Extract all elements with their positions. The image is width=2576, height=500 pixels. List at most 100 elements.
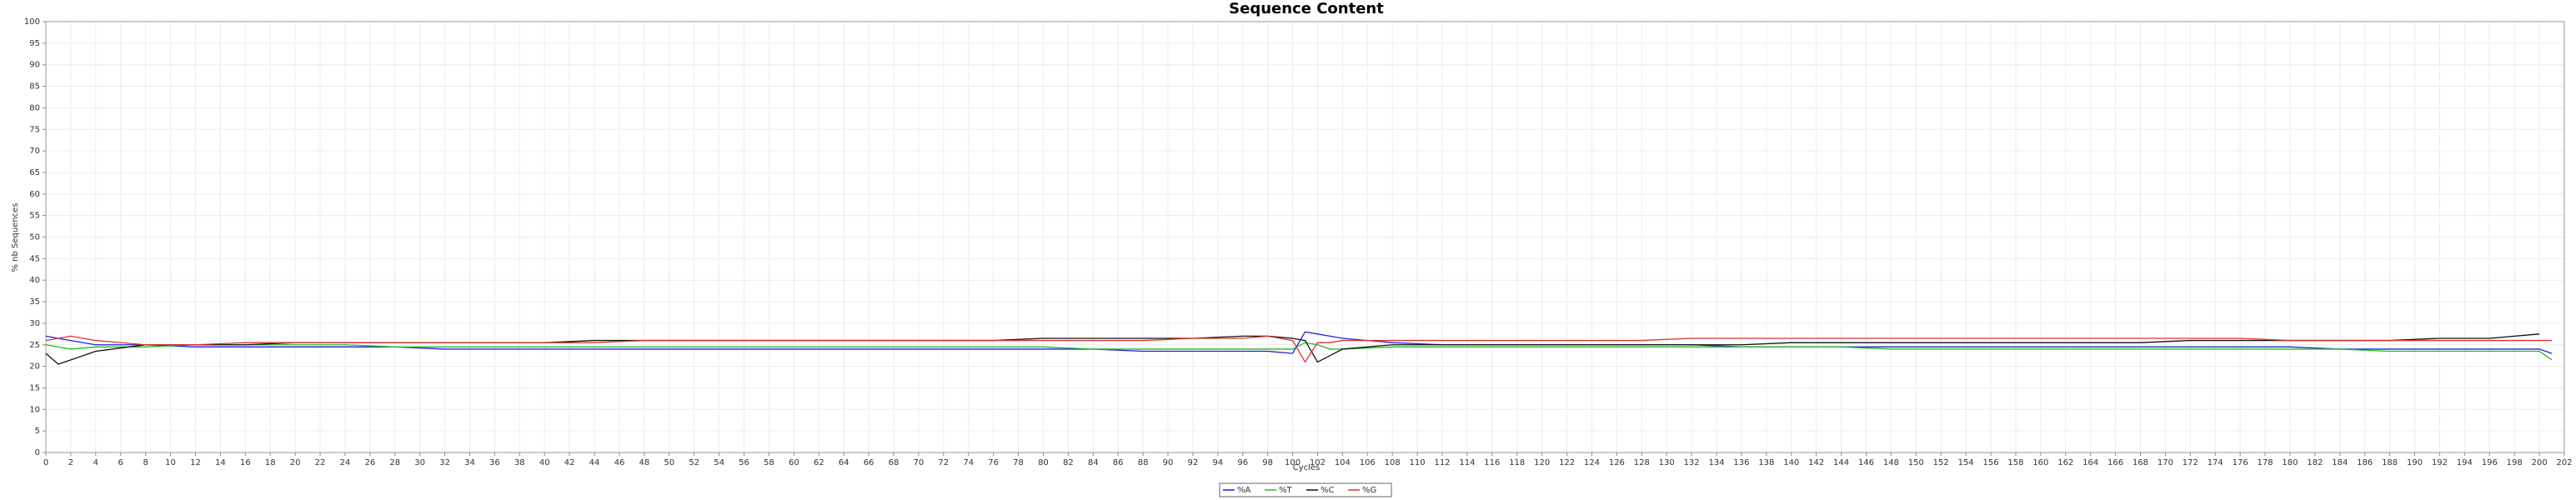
y-tick-label: 95: [29, 39, 40, 48]
x-tick-label: 142: [1808, 458, 1824, 468]
x-tick-label: 76: [988, 458, 999, 468]
x-tick-label: 92: [1188, 458, 1199, 468]
x-tick-label: 144: [1833, 458, 1849, 468]
x-tick-label: 180: [2282, 458, 2298, 468]
x-tick-label: 86: [1113, 458, 1124, 468]
x-tick-label: 58: [764, 458, 774, 468]
y-tick-label: 90: [29, 61, 40, 70]
x-tick-label: 132: [1684, 458, 1700, 468]
x-tick-label: 182: [2307, 458, 2323, 468]
x-tick-label: 6: [118, 458, 123, 468]
x-tick-label: 48: [639, 458, 649, 468]
x-tick-label: 70: [914, 458, 925, 468]
x-tick-label: 52: [689, 458, 699, 468]
x-tick-label: 84: [1088, 458, 1099, 468]
x-tick-label: 32: [439, 458, 450, 468]
x-tick-label: 30: [414, 458, 425, 468]
x-tick-label: 124: [1584, 458, 1600, 468]
x-tick-label: 150: [1908, 458, 1924, 468]
x-tick-label: 138: [1758, 458, 1774, 468]
y-tick-label: 40: [29, 276, 40, 285]
x-tick-label: 2: [68, 458, 73, 468]
y-tick-label: 80: [29, 103, 40, 112]
y-tick-label: 70: [29, 147, 40, 156]
x-tick-label: 190: [2407, 458, 2423, 468]
y-tick-label: 25: [29, 341, 40, 350]
chart-title: Sequence Content: [1229, 0, 1384, 18]
x-tick-label: 146: [1858, 458, 1874, 468]
x-tick-label: 24: [340, 458, 351, 468]
x-tick-label: 68: [889, 458, 900, 468]
y-tick-label: 45: [29, 254, 40, 263]
x-tick-label: 22: [315, 458, 326, 468]
x-tick-label: 56: [739, 458, 749, 468]
x-tick-label: 4: [93, 458, 98, 468]
y-tick-label: 10: [29, 405, 40, 414]
x-tick-label: 198: [2507, 458, 2523, 468]
series-line: [45, 331, 2553, 354]
legend-label: %C: [1321, 486, 1335, 495]
y-tick-label: 65: [29, 168, 40, 178]
x-tick-label: 62: [814, 458, 824, 468]
x-tick-label: 8: [143, 458, 148, 468]
x-tick-label: 130: [1659, 458, 1675, 468]
x-tick-label: 118: [1509, 458, 1525, 468]
x-tick-label: 28: [389, 458, 400, 468]
x-tick-label: 184: [2332, 458, 2348, 468]
x-axis-label: Cycles: [1293, 463, 1321, 472]
x-tick-label: 38: [514, 458, 525, 468]
x-tick-label: 164: [2082, 458, 2098, 468]
x-tick-label: 14: [215, 458, 226, 468]
legend-label: %A: [1237, 486, 1251, 495]
series-line: [45, 335, 2553, 363]
x-tick-label: 174: [2208, 458, 2223, 468]
x-tick-label: 18: [265, 458, 276, 468]
x-tick-label: 168: [2132, 458, 2148, 468]
y-tick-label: 5: [35, 427, 40, 436]
x-tick-label: 46: [614, 458, 625, 468]
x-tick-label: 140: [1783, 458, 1799, 468]
x-tick-label: 194: [2457, 458, 2473, 468]
x-tick-label: 88: [1138, 458, 1149, 468]
x-tick-label: 34: [464, 458, 475, 468]
x-tick-label: 66: [864, 458, 875, 468]
x-tick-label: 106: [1360, 458, 1376, 468]
x-tick-label: 166: [2107, 458, 2123, 468]
x-tick-label: 116: [1484, 458, 1500, 468]
x-tick-label: 200: [2532, 458, 2548, 468]
x-tick-label: 20: [290, 458, 301, 468]
x-tick-label: 114: [1459, 458, 1475, 468]
y-tick-label: 100: [24, 18, 40, 27]
x-tick-label: 156: [1983, 458, 1999, 468]
x-tick-label: 104: [1335, 458, 1351, 468]
x-tick-label: 40: [539, 458, 550, 468]
y-tick-label: 50: [29, 233, 40, 242]
x-tick-label: 42: [564, 458, 575, 468]
x-tick-label: 94: [1212, 458, 1223, 468]
x-tick-label: 16: [240, 458, 251, 468]
x-tick-label: 64: [839, 458, 849, 468]
x-tick-label: 158: [2007, 458, 2023, 468]
x-tick-label: 82: [1063, 458, 1074, 468]
x-tick-label: 96: [1237, 458, 1248, 468]
x-tick-label: 112: [1434, 458, 1450, 468]
y-tick-label: 75: [29, 125, 40, 134]
x-tick-label: 134: [1708, 458, 1724, 468]
y-tick-label: 15: [29, 383, 40, 392]
x-tick-label: 192: [2432, 458, 2448, 468]
x-tick-label: 54: [714, 458, 724, 468]
x-tick-label: 186: [2357, 458, 2373, 468]
x-tick-label: 172: [2183, 458, 2198, 468]
x-tick-label: 188: [2382, 458, 2398, 468]
x-tick-label: 98: [1262, 458, 1273, 468]
x-tick-label: 178: [2258, 458, 2273, 468]
plot-frame: [45, 21, 2565, 453]
x-tick-label: 152: [1933, 458, 1949, 468]
x-tick-label: 0: [43, 458, 48, 468]
x-tick-label: 12: [190, 458, 201, 468]
x-tick-label: 148: [1883, 458, 1899, 468]
x-tick-label: 80: [1038, 458, 1049, 468]
y-tick-label: 0: [35, 448, 40, 458]
x-tick-label: 120: [1534, 458, 1550, 468]
